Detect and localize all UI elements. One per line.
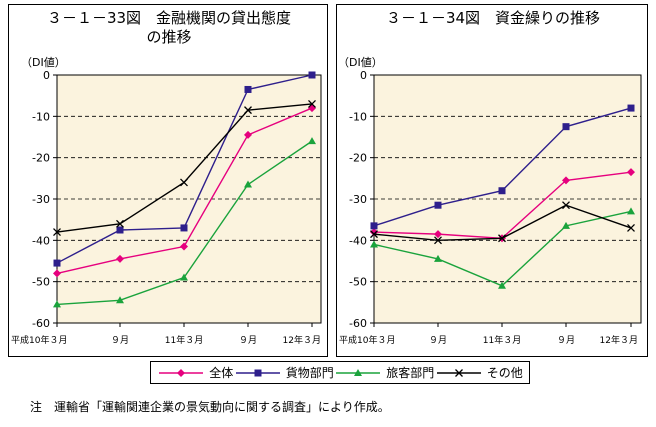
x-tick-label: ９月	[111, 335, 129, 346]
data-point	[562, 176, 570, 185]
y-tick-label: -10	[349, 110, 367, 123]
data-point	[498, 187, 506, 195]
data-point	[53, 228, 61, 237]
legend-item-all: 全体	[157, 364, 233, 381]
data-point	[180, 178, 188, 187]
data-point	[498, 234, 506, 243]
data-point	[116, 296, 124, 304]
legend-item-freight: 貨物部門	[234, 364, 334, 381]
legend-marker	[436, 368, 481, 377]
x-tick-label: 平成10年３月	[11, 334, 67, 346]
legend-item-other: その他	[435, 364, 523, 381]
data-point	[308, 71, 316, 79]
data-point	[370, 240, 378, 248]
plot-border	[373, 74, 642, 324]
legend-label: 全体	[209, 366, 234, 380]
data-point	[562, 201, 570, 210]
series-1	[370, 104, 635, 230]
data-point	[244, 180, 252, 188]
chart-panel-cash-flow: ３－１－34図 資金繰りの推移 0 -10 -20 -30 -40 -50 -60 （DI値）…	[336, 4, 648, 357]
x-tick-label: ９月	[239, 335, 257, 346]
data-point	[434, 230, 442, 239]
x-tick-label: 平成10年３月	[339, 334, 395, 346]
y-tick-label: 0	[360, 69, 367, 82]
y-tick-label: -10	[32, 110, 50, 123]
legend-marker	[235, 369, 280, 376]
y-tick-label: -20	[32, 152, 50, 165]
series-2	[53, 137, 316, 308]
y-tick-label: -30	[349, 193, 367, 206]
plot-border	[56, 74, 322, 324]
data-point	[53, 300, 61, 308]
data-point	[498, 281, 506, 289]
legend-marker-shape	[354, 368, 363, 376]
data-point	[434, 236, 442, 245]
y-tick-label: -30	[32, 193, 50, 206]
data-point	[53, 259, 61, 267]
y-tick-label: -50	[349, 276, 367, 289]
data-point	[116, 219, 124, 228]
legend-label: 旅客部門	[386, 366, 435, 380]
data-point	[244, 106, 252, 115]
y-tick-label: 0	[43, 69, 50, 82]
chart-title: ３－１－33図 金融機関の貸出態度 の推移	[46, 9, 292, 46]
legend-marker	[336, 368, 381, 376]
data-point	[370, 230, 378, 239]
legend-label: 貨物部門	[285, 366, 334, 380]
y-axis-label: （DI値）	[338, 56, 383, 69]
y-axis-label: （DI値）	[21, 56, 66, 69]
y-tick-label: -40	[32, 234, 50, 247]
data-point	[434, 254, 442, 262]
data-point	[370, 222, 378, 230]
legend-marker-shape	[177, 368, 186, 377]
x-tick-label: ９月	[557, 335, 575, 346]
legend-label: その他	[486, 366, 523, 380]
data-point	[180, 242, 188, 251]
chart-svg: 0 -10 -20 -30 -40 -50 -60 （DI値） 平成10年３月 ９月 11年３月 ９月…	[338, 56, 642, 346]
data-point	[180, 224, 188, 232]
x-tick-label: 12年３月	[600, 334, 638, 346]
x-tick-label: 11年３月	[483, 334, 521, 346]
y-tick-label: -20	[349, 152, 367, 165]
data-point	[244, 85, 252, 93]
series-0	[53, 104, 316, 278]
chart-title: ３－１－34図 資金繰りの推移	[385, 9, 601, 27]
legend-marker	[159, 368, 204, 377]
x-tick-label: ９月	[429, 335, 447, 346]
series-3	[370, 201, 635, 245]
series-3	[53, 99, 316, 237]
legend: 全体 貨物部門 旅客部門 その他	[150, 361, 530, 384]
legend-marker-shape	[254, 369, 262, 376]
chart-svg: 0 -10 -20 -30 -40 -50 -60 （DI値） 平成10年３月 ９月 11年３月 ９月…	[11, 56, 322, 346]
y-tick-label: -50	[32, 276, 50, 289]
y-tick-label: -60	[32, 317, 50, 330]
series-1	[53, 71, 316, 267]
x-tick-label: 11年３月	[165, 334, 203, 346]
data-point	[308, 137, 316, 145]
source-note: 注 運輸省「運輸関連企業の景気動向に関する調査」により作成。	[30, 400, 390, 414]
data-point	[180, 273, 188, 281]
data-point	[562, 123, 570, 131]
y-tick-label: -60	[349, 317, 367, 330]
data-point	[627, 168, 635, 177]
legend-item-passenger: 旅客部門	[334, 364, 434, 381]
x-tick-label: 12年３月	[283, 334, 321, 346]
data-point	[244, 130, 252, 139]
data-point	[627, 207, 635, 215]
series-2	[370, 207, 635, 289]
data-point	[53, 269, 61, 278]
chart-panel-lending-attitude: ３－１－33図 金融機関の貸出態度 の推移 0 -10 -20 -30 -40 -50 -6…	[8, 4, 328, 357]
data-point	[434, 201, 442, 209]
data-point	[562, 221, 570, 229]
data-point	[308, 99, 316, 108]
y-tick-label: -40	[349, 234, 367, 247]
data-point	[627, 223, 635, 232]
data-point	[627, 104, 635, 112]
data-point	[116, 226, 124, 234]
legend-marker-shape	[454, 368, 463, 377]
